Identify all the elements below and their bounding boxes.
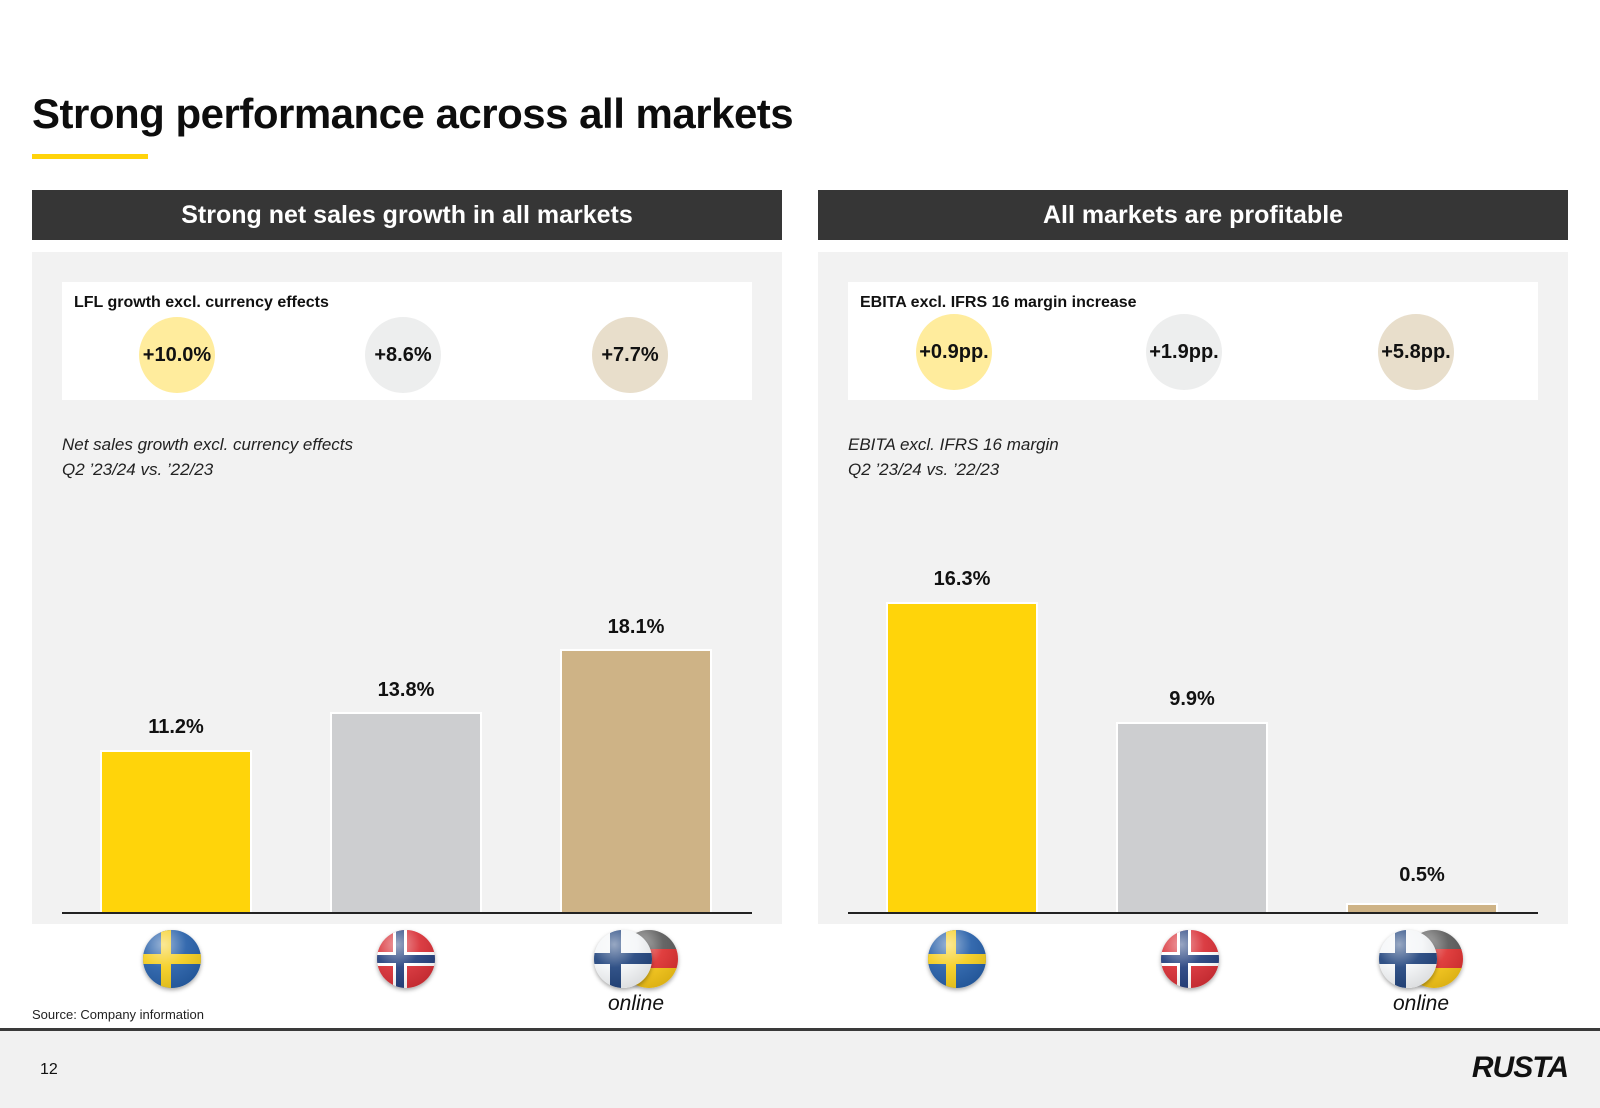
title-underline bbox=[32, 154, 148, 159]
kpi-bubble-finland: +7.7% bbox=[592, 317, 668, 393]
footer-divider bbox=[0, 1028, 1600, 1031]
bar-label-norway: 13.8% bbox=[377, 679, 435, 701]
online-label: online bbox=[607, 992, 665, 1015]
online-label: online bbox=[1392, 992, 1450, 1015]
norway-flag-icon bbox=[377, 930, 435, 988]
bar-label-sweden: 11.2% bbox=[148, 716, 204, 738]
chart-subtitle-line1: Net sales growth excl. currency effects bbox=[62, 435, 354, 454]
x-axis bbox=[62, 912, 752, 914]
page-number: 12 bbox=[40, 1061, 58, 1078]
bar-sweden bbox=[100, 750, 252, 912]
profitability-panel: All markets are profitable EBITA excl. I… bbox=[818, 190, 1568, 924]
bar-label-finland: 0.5% bbox=[1399, 864, 1445, 886]
footer: 12 RUSTA bbox=[0, 1031, 1600, 1108]
sweden-flag-icon bbox=[928, 930, 986, 988]
kpi-label: LFL growth excl. currency effects bbox=[74, 294, 329, 311]
bar-finland bbox=[1346, 903, 1498, 912]
kpi-bubble-norway: +8.6% bbox=[365, 317, 441, 393]
chart-subtitle: EBITA excl. IFRS 16 margin Q2 ’23/24 vs.… bbox=[848, 432, 1059, 482]
kpi-bubble-sweden: +0.9pp. bbox=[916, 314, 992, 390]
panel-body: EBITA excl. IFRS 16 margin increase +0.9… bbox=[818, 252, 1568, 924]
kpi-bubble-norway: +1.9pp. bbox=[1146, 314, 1222, 390]
panel-header: All markets are profitable bbox=[818, 190, 1568, 240]
bar-finland bbox=[560, 649, 712, 912]
net-sales-panel: Strong net sales growth in all markets L… bbox=[32, 190, 782, 924]
source-note: Source: Company information bbox=[32, 1007, 204, 1022]
chart-subtitle-line2: Q2 ’23/24 vs. ’22/23 bbox=[848, 460, 1000, 479]
x-axis bbox=[848, 912, 1538, 914]
bar-label-norway: 9.9% bbox=[1169, 688, 1215, 710]
norway-flag-icon bbox=[1161, 930, 1219, 988]
chart-subtitle-line2: Q2 ’23/24 vs. ’22/23 bbox=[62, 460, 214, 479]
kpi-bubble-finland: +5.8pp. bbox=[1378, 314, 1454, 390]
chart-subtitle-line1: EBITA excl. IFRS 16 margin bbox=[848, 435, 1059, 454]
chart-subtitle: Net sales growth excl. currency effects … bbox=[62, 432, 353, 482]
rusta-logo: RUSTA bbox=[1471, 1051, 1569, 1084]
bar-norway bbox=[1116, 722, 1268, 912]
lfl-kpi-box: LFL growth excl. currency effects +10.0%… bbox=[62, 282, 752, 400]
bar-sweden bbox=[886, 602, 1038, 912]
bar-label-sweden: 16.3% bbox=[933, 568, 991, 590]
sweden-flag-icon bbox=[143, 930, 201, 988]
kpi-bubble-sweden: +10.0% bbox=[139, 317, 215, 393]
panel-body: LFL growth excl. currency effects +10.0%… bbox=[32, 252, 782, 924]
slide-title: Strong performance across all markets bbox=[32, 90, 794, 137]
ebita-kpi-box: EBITA excl. IFRS 16 margin increase +0.9… bbox=[848, 282, 1538, 400]
kpi-label: EBITA excl. IFRS 16 margin increase bbox=[860, 294, 1137, 311]
bar-norway bbox=[330, 712, 482, 912]
finland-flag-icon bbox=[1379, 930, 1437, 988]
finland-flag-icon bbox=[594, 930, 652, 988]
panel-header: Strong net sales growth in all markets bbox=[32, 190, 782, 240]
bar-label-finland: 18.1% bbox=[607, 616, 665, 638]
